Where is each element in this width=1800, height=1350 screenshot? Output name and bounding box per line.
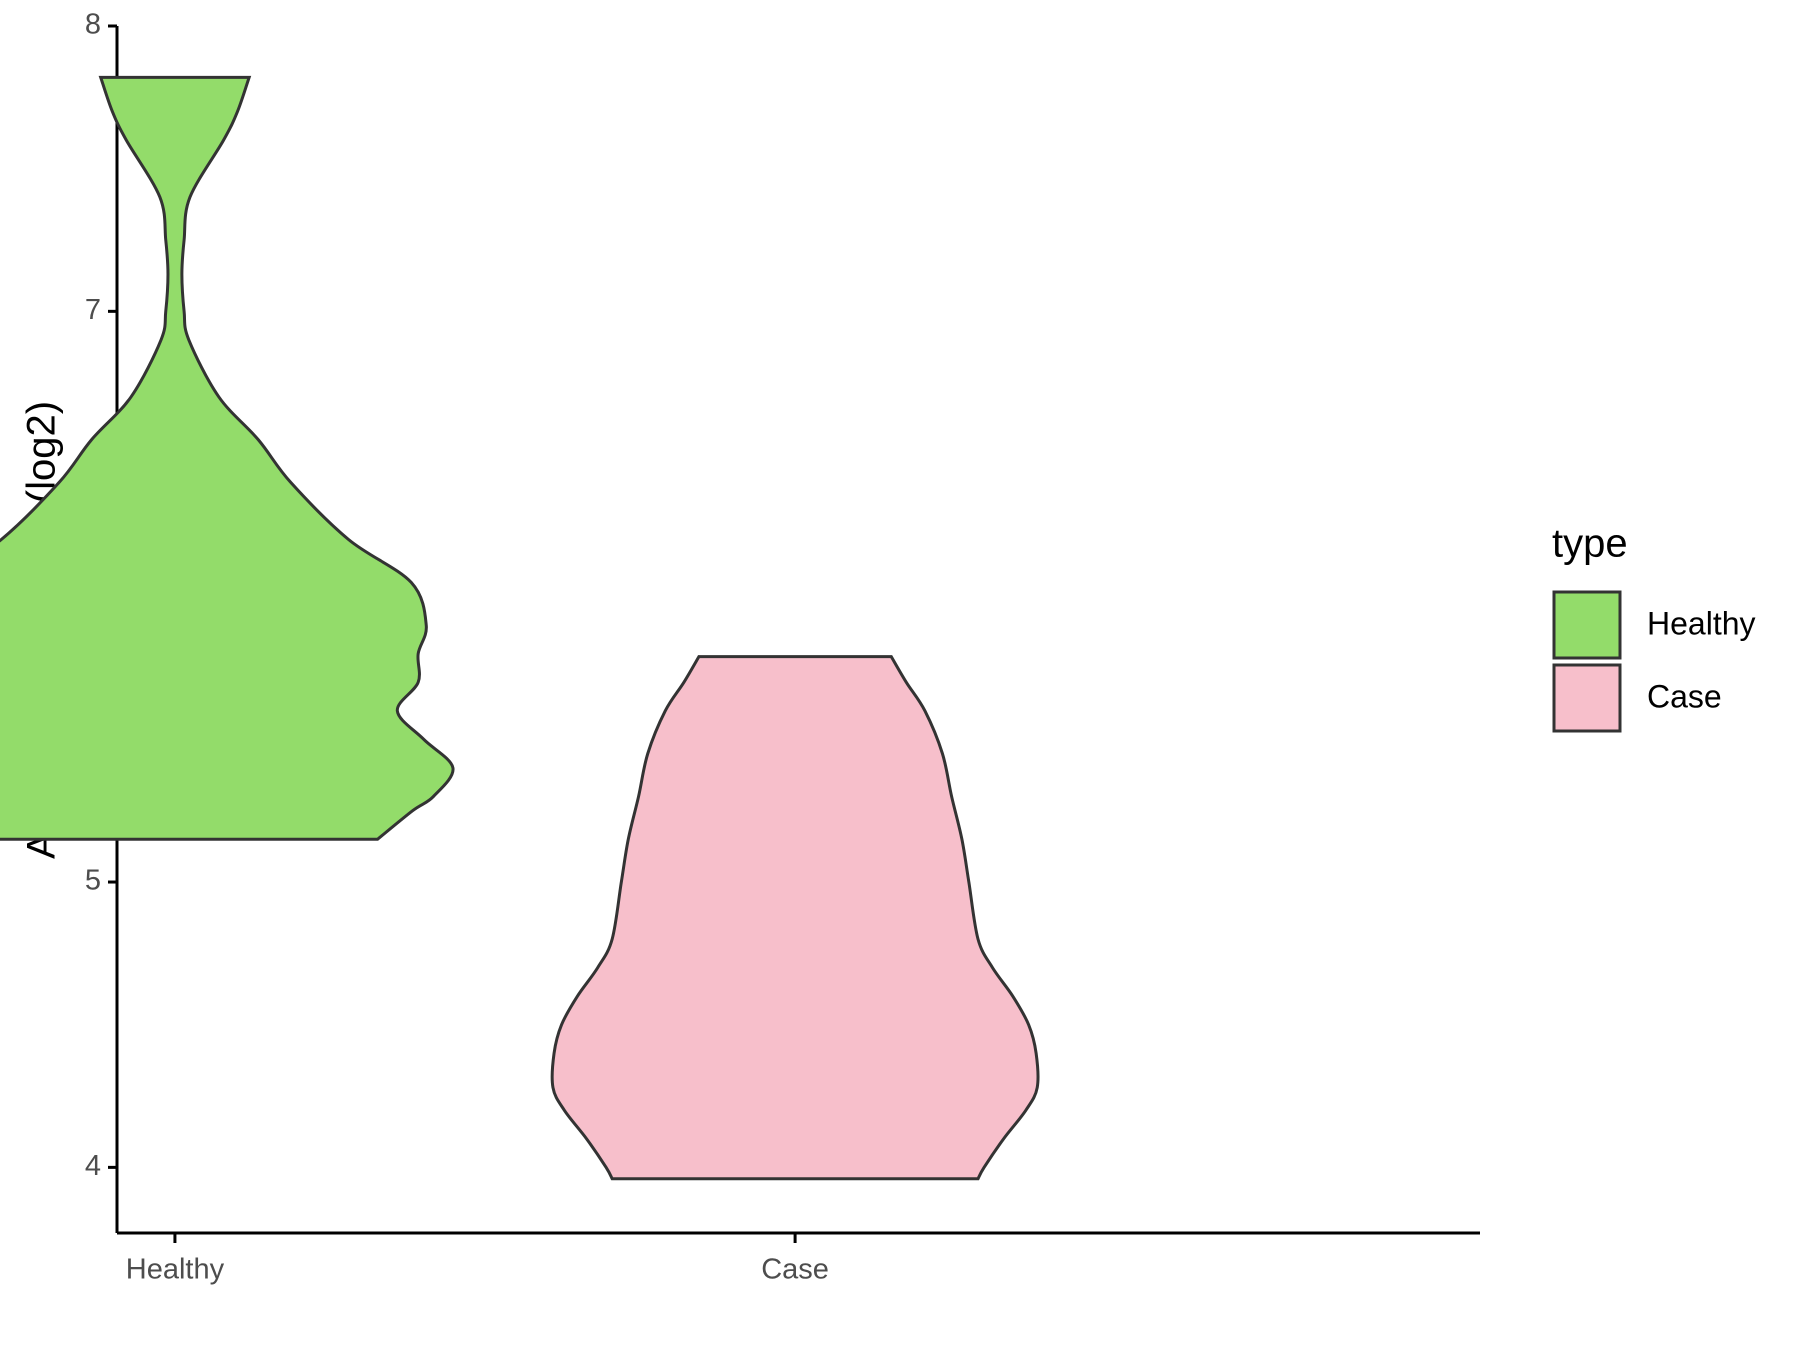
legend-key <box>1552 663 1622 733</box>
legend-label: Case <box>1647 678 1722 714</box>
x-tick-label: Case <box>761 1254 829 1286</box>
legend-label: Healthy <box>1647 605 1756 641</box>
y-tick-label: 4 <box>85 1150 101 1182</box>
x-tick-label: Healthy <box>126 1254 225 1286</box>
legend-title: type <box>1552 522 1628 566</box>
y-tick-label: 8 <box>85 9 101 41</box>
y-tick-label: 5 <box>85 865 101 897</box>
violin <box>550 655 1040 1181</box>
y-tick-label: 7 <box>85 294 101 326</box>
violin <box>0 75 455 841</box>
legend-key <box>1552 590 1622 660</box>
